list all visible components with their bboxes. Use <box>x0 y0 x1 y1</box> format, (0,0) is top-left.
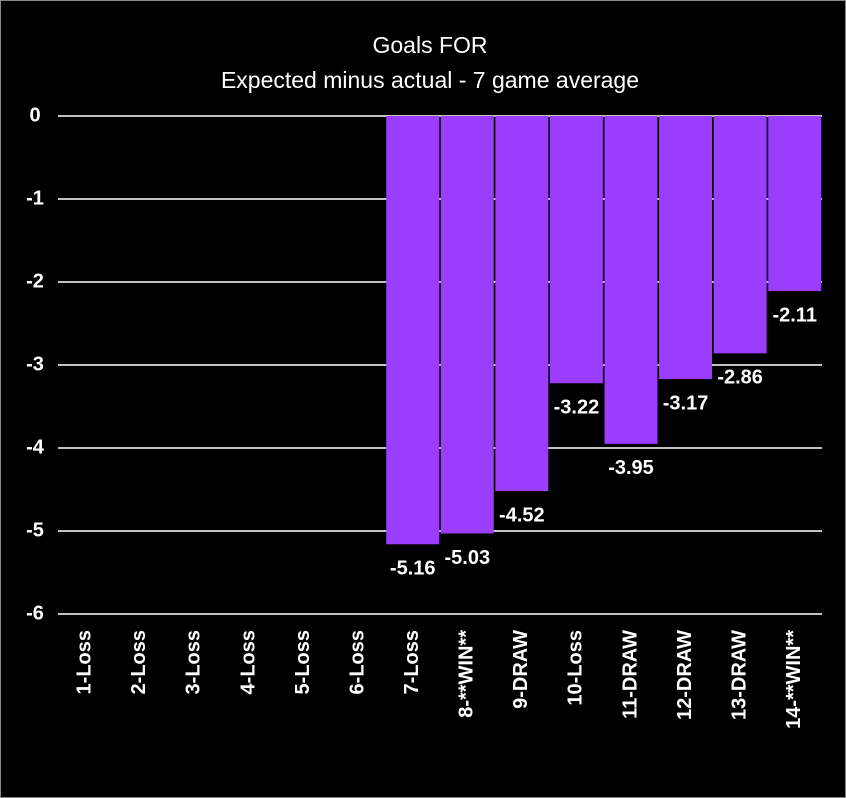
bar <box>495 116 549 492</box>
bar <box>440 116 494 534</box>
x-tick-label: 9-DRAW <box>510 630 532 709</box>
x-tick-label: 6-Loss <box>346 630 368 694</box>
y-tick-label: -2 <box>26 270 44 292</box>
data-label: -4.52 <box>499 504 545 526</box>
x-tick-label: 14-**WIN** <box>783 630 805 729</box>
x-tick-label: 1-Loss <box>74 630 96 694</box>
bar <box>549 116 603 384</box>
x-tick-label: 8-**WIN** <box>456 630 478 718</box>
x-tick-label: 3-Loss <box>183 630 205 694</box>
y-tick-label: -6 <box>26 602 44 624</box>
data-label: -5.16 <box>390 558 436 580</box>
bar <box>713 116 767 354</box>
y-tick-label: -1 <box>26 187 44 209</box>
y-tick-label: -4 <box>26 436 45 458</box>
data-label: -3.95 <box>608 457 654 479</box>
bar <box>659 116 713 380</box>
y-tick-label: -3 <box>26 353 44 375</box>
data-label: -2.11 <box>772 304 816 326</box>
x-tick-label: 7-Loss <box>401 630 423 694</box>
chart-title: Goals FOR <box>372 32 487 58</box>
data-label: -3.17 <box>663 392 709 414</box>
data-label: -2.86 <box>717 367 763 389</box>
x-tick-label: 11-DRAW <box>619 630 641 719</box>
x-tick-label: 10-Loss <box>565 630 587 706</box>
x-tick-label: 12-DRAW <box>674 630 696 720</box>
x-tick-label: 4-Loss <box>237 630 259 694</box>
x-tick-label: 2-Loss <box>128 630 150 694</box>
data-label: -3.22 <box>554 397 600 419</box>
x-tick-label: 5-Loss <box>292 630 314 694</box>
x-tick-label: 13-DRAW <box>728 630 750 720</box>
y-tick-label: -5 <box>26 519 44 541</box>
y-tick-label: 0 <box>29 104 40 126</box>
data-label: -5.03 <box>444 547 490 569</box>
bar <box>768 116 822 292</box>
bar <box>386 116 440 545</box>
chart-subtitle: Expected minus actual - 7 game average <box>221 67 639 93</box>
bar <box>604 116 658 444</box>
